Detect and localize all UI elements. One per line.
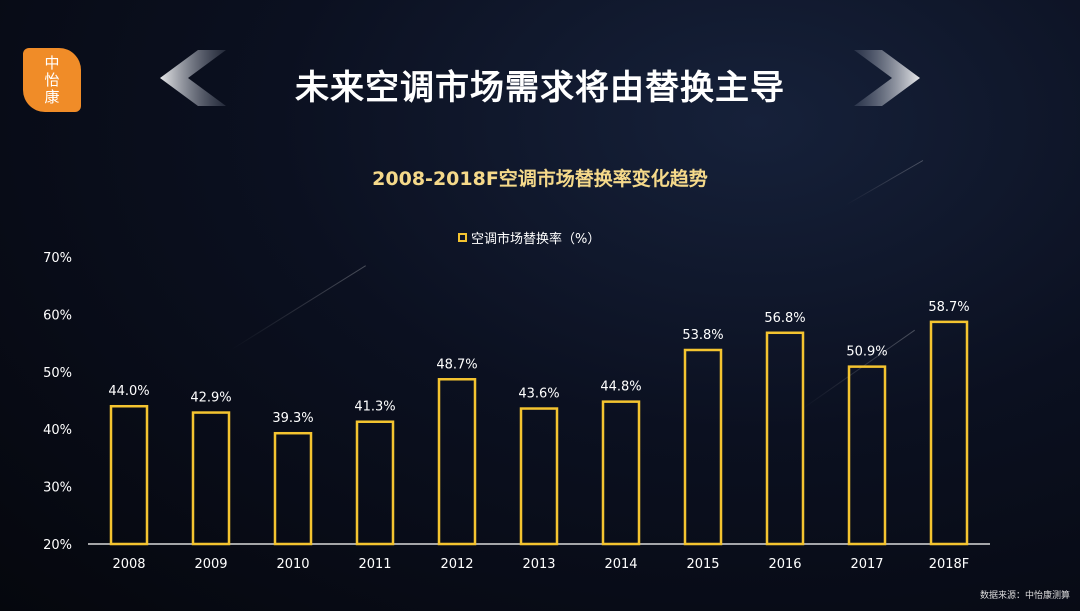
data-label: 44.8%: [600, 380, 641, 395]
bar: [191, 411, 231, 546]
x-tick-label: 2010: [276, 557, 309, 572]
y-tick-label: 60%: [43, 308, 72, 323]
data-label: 50.9%: [846, 345, 887, 360]
y-tick-label: 70%: [43, 251, 72, 266]
x-tick-label: 2016: [768, 557, 801, 572]
data-source-note: 数据来源：中怡康测算: [979, 591, 1070, 601]
y-tick-label: 40%: [43, 423, 72, 438]
x-tick-label: 2013: [522, 557, 555, 572]
data-label: 58.7%: [928, 300, 969, 315]
data-label: 53.8%: [682, 328, 723, 343]
x-tick-label: 2012: [440, 557, 473, 572]
x-tick-label: 2014: [604, 557, 637, 572]
y-tick-label: 50%: [43, 366, 72, 381]
bar: [601, 400, 641, 546]
data-label: 48.7%: [436, 357, 477, 372]
bar: [109, 404, 149, 546]
bar: [437, 378, 477, 546]
x-tick-label: 2008: [112, 557, 145, 572]
chart-legend: 空调市场替换率（%）: [458, 228, 600, 247]
bar: [683, 348, 723, 546]
logo-char: 中: [44, 53, 60, 72]
chevron-right-icon: [854, 50, 920, 106]
x-tick-label: 2017: [850, 557, 883, 572]
bar: [355, 420, 395, 546]
logo-char: 康: [44, 87, 60, 106]
bar: [519, 407, 559, 546]
x-tick-label: 2009: [194, 557, 227, 572]
legend-label: 空调市场替换率（%）: [471, 232, 601, 247]
page-title: 未来空调市场需求将由替换主导: [295, 68, 785, 108]
company-logo: 中 怡 康: [23, 48, 81, 112]
bar: [847, 365, 887, 546]
x-tick-label: 2011: [358, 557, 391, 572]
bar: [765, 331, 805, 546]
logo-char: 怡: [44, 70, 60, 89]
bar: [273, 431, 313, 546]
data-label: 42.9%: [190, 391, 231, 406]
y-tick-label: 30%: [43, 481, 72, 496]
data-label: 43.6%: [518, 387, 559, 402]
x-tick-label: 2015: [686, 557, 719, 572]
data-label: 44.0%: [108, 384, 149, 399]
chevron-left-icon: [160, 50, 226, 106]
x-tick-label: 2018F: [929, 557, 970, 572]
chart-title: 2008-2018F空调市场替换率变化趋势: [372, 168, 708, 190]
y-tick-label: 20%: [43, 538, 72, 553]
data-label: 41.3%: [354, 400, 395, 415]
bar: [929, 320, 969, 546]
legend-swatch: [458, 233, 467, 242]
data-label: 56.8%: [764, 311, 805, 326]
data-label: 39.3%: [272, 411, 313, 426]
